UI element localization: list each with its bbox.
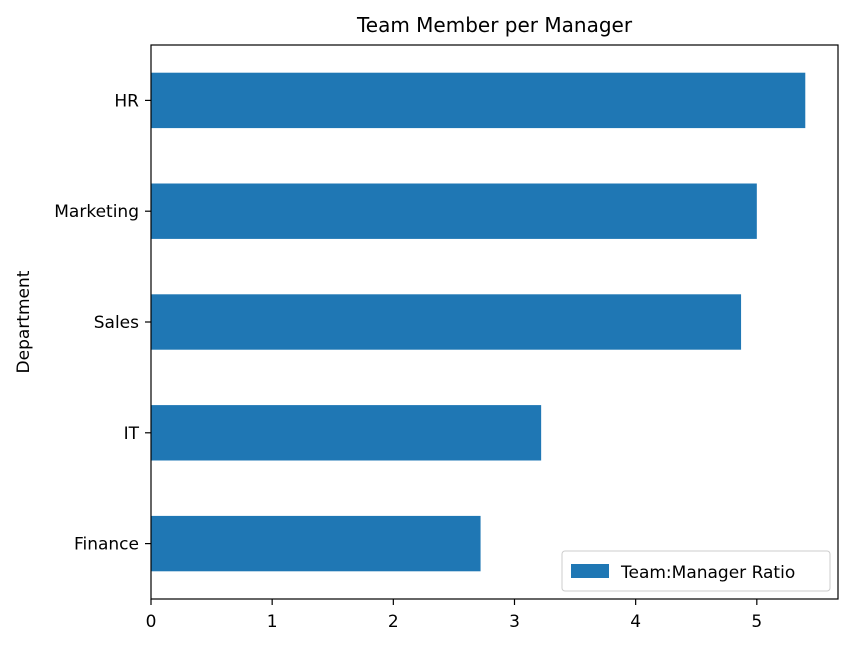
y-tick-label: IT bbox=[124, 424, 140, 444]
legend: Team:Manager Ratio bbox=[561, 550, 831, 592]
x-tick-label: 2 bbox=[388, 612, 399, 632]
y-axis-label: Department bbox=[14, 270, 34, 373]
y-tick-label: Marketing bbox=[54, 202, 139, 222]
bar-marketing bbox=[151, 183, 757, 239]
bar-hr bbox=[151, 72, 806, 129]
legend-label: Team:Manager Ratio bbox=[620, 563, 795, 583]
x-tick-label: 4 bbox=[630, 612, 641, 632]
x-tick-label: 1 bbox=[267, 612, 278, 632]
chart-title: Team Member per Manager bbox=[356, 13, 633, 37]
bar-finance bbox=[151, 515, 481, 572]
y-tick-label: HR bbox=[114, 91, 139, 111]
x-tick-label: 0 bbox=[146, 612, 157, 632]
legend-box bbox=[561, 550, 831, 592]
bar-it bbox=[151, 405, 542, 461]
y-tick-label: Sales bbox=[94, 313, 139, 333]
x-tick-label: 5 bbox=[751, 612, 762, 632]
bars bbox=[151, 72, 806, 572]
plot-frame bbox=[150, 44, 839, 600]
legend-swatch bbox=[571, 564, 609, 578]
y-tick-label: Finance bbox=[74, 535, 139, 555]
axes: Finance IT Sales Marketing HR 0 1 2 3 4 5 bbox=[54, 44, 839, 632]
x-tick-label: 3 bbox=[509, 612, 520, 632]
bar-sales bbox=[151, 294, 742, 350]
